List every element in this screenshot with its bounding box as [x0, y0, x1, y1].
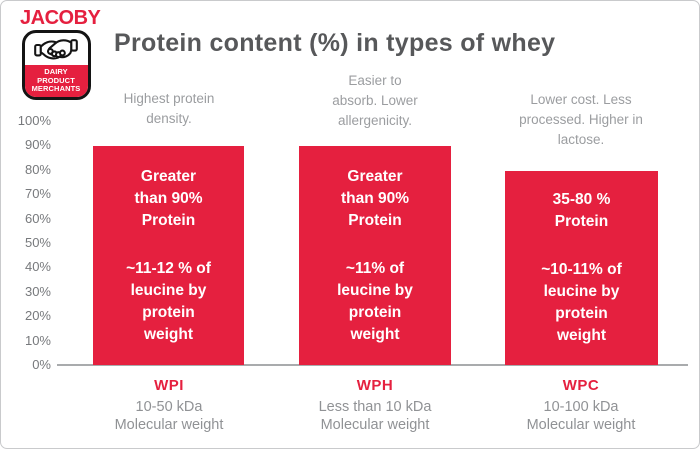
y-tick-label-70: 70% [24, 186, 51, 202]
chart-title: Protein content (%) in types of whey [114, 29, 556, 57]
bar-wph-leucine-text: ~11% of leucine by protein weight [337, 259, 413, 343]
logo-badge-band: DAIRY PRODUCT MERCHANTS [24, 65, 88, 97]
bar-wpi: Greater than 90% Protein ~11-12 % of leu… [93, 146, 244, 365]
molecular-weight-wpc: 10-100 kDa Molecular weight [526, 399, 636, 433]
y-tick-label-60: 60% [24, 210, 51, 226]
y-tick-label-40: 40% [24, 259, 51, 275]
bar-wpc-protein-text: 35-80 % Protein [552, 191, 611, 230]
y-tick-label-30: 30% [24, 283, 51, 299]
bar-wpc: 35-80 % Protein ~10-11% of leucine by pr… [505, 171, 658, 365]
y-tick-label-100: 100% [17, 113, 51, 128]
category-label-wpi: WPI [154, 377, 184, 394]
jacoby-logo: JACOBY DAIRY PRODUCT M [20, 7, 101, 100]
logo-brand-text: JACOBY [20, 7, 101, 29]
logo-badge: DAIRY PRODUCT MERCHANTS [21, 30, 91, 100]
logo-badge-text: DAIRY PRODUCT MERCHANTS [31, 67, 81, 94]
y-tick-label-90: 90% [24, 137, 51, 153]
category-label-wpc: WPC [562, 377, 600, 394]
y-tick-label-10: 10% [24, 332, 51, 348]
x-axis-baseline [57, 364, 688, 366]
category-label-wph: WPH [356, 377, 394, 394]
bar-wpc-leucine-text: ~10-11% of leucine by protein weight [541, 261, 622, 344]
bar-wph: Greater than 90% Protein ~11% of leucine… [299, 146, 451, 365]
bar-wpi-protein-text: Greater than 90% Protein [134, 167, 203, 229]
y-tick-label-80: 80% [24, 161, 51, 177]
y-tick-label-0: 0% [32, 356, 51, 372]
y-axis: 100% 90% 80% 70% 60% 50% 40% 30% 20% 10%… [5, 113, 51, 373]
handshake-icon [25, 33, 88, 65]
bar-wpi-leucine-text: ~11-12 % of leucine by protein weight [126, 259, 211, 343]
bar-note-wpc: Lower cost. Less processed. Higher in la… [519, 92, 643, 147]
y-tick-label-20: 20% [24, 308, 51, 324]
bar-note-wph: Easier to absorb. Lower allergenicity. [332, 73, 418, 128]
bar-wph-protein-text: Greater than 90% Protein [340, 167, 410, 229]
molecular-weight-wpi: 10-50 kDa Molecular weight [114, 399, 224, 433]
bar-note-wpi: Highest protein density. [123, 91, 215, 126]
y-tick-label-50: 50% [24, 234, 51, 250]
molecular-weight-wph: Less than 10 kDa Molecular weight [318, 399, 432, 433]
